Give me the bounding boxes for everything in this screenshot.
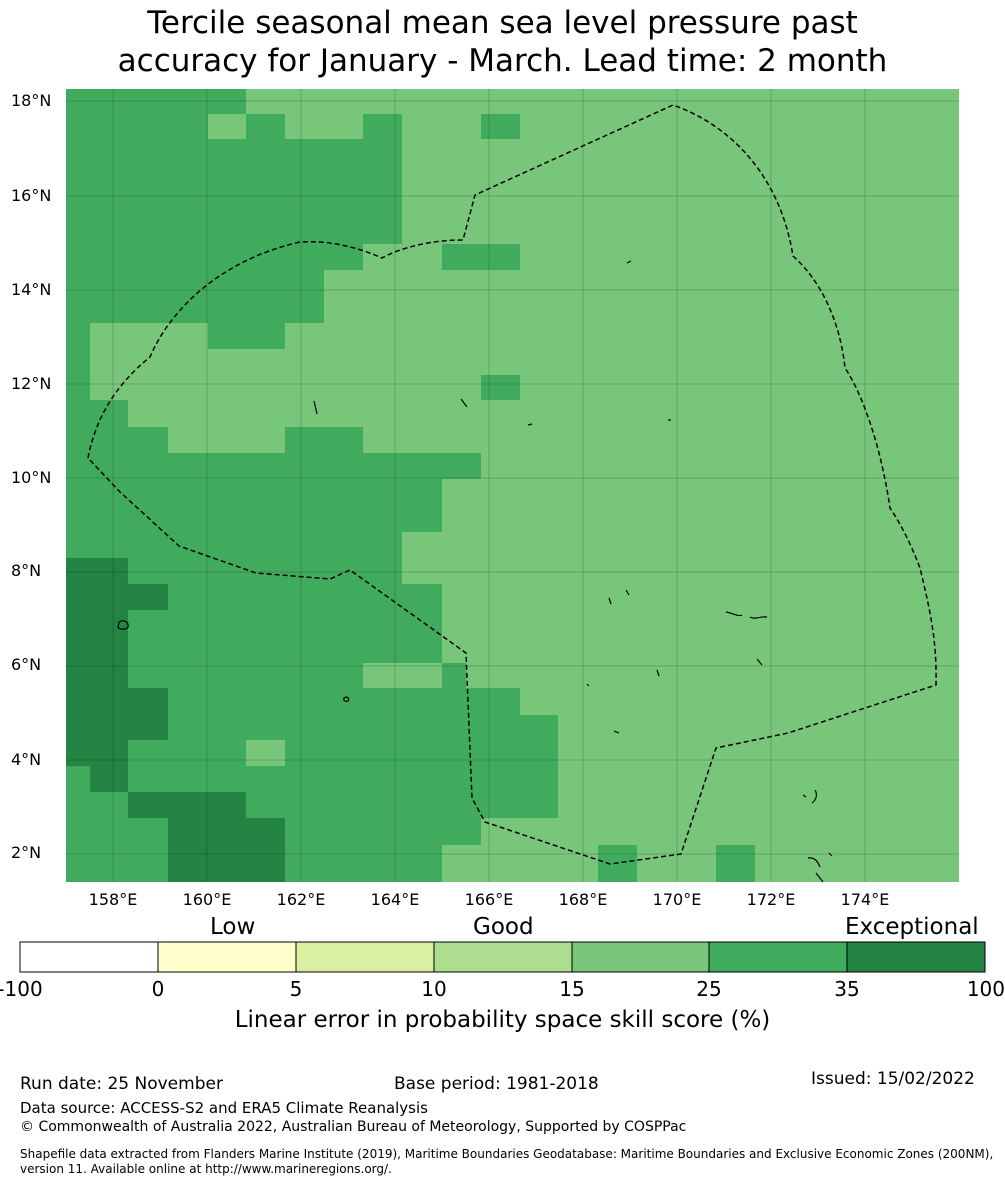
eez-boundary [87, 104, 937, 865]
lat-label-16n: 16°N [11, 186, 52, 205]
colorbar-tick-15: 15 [559, 977, 585, 1001]
lon-label-166e: 166°E [464, 890, 514, 909]
base-period: Base period: 1981-2018 [394, 1074, 599, 1094]
run-date: Run date: 25 November [20, 1074, 223, 1094]
lon-label-170e: 170°E [652, 890, 702, 909]
colorbar-tick-neg100: -100 [0, 977, 43, 1001]
colorbar-title: Linear error in probability space skill … [234, 1007, 771, 1033]
colorbar-tick-5: 5 [289, 977, 303, 1001]
lat-label-4n: 4°N [11, 750, 42, 769]
copyright: © Commonwealth of Australia 2022, Austra… [20, 1119, 687, 1135]
colorbar [19, 941, 986, 973]
colorbar-segment-35-100 [846, 941, 986, 973]
lat-label-8n: 8°N [11, 561, 42, 580]
legend-category-exceptional: Exceptional [845, 914, 979, 940]
lat-label-2n: 2°N [11, 843, 42, 862]
islands [117, 260, 833, 883]
lon-label-164e: 164°E [370, 890, 420, 909]
lon-label-174e: 174°E [840, 890, 890, 909]
lat-label-14n: 14°N [11, 280, 52, 299]
colorbar-tick-100: 100 [966, 977, 1005, 1001]
chart-title-line-2: accuracy for January - March. Lead time:… [117, 43, 888, 79]
data-source: Data source: ACCESS-S2 and ERA5 Climate … [20, 1099, 428, 1117]
colorbar-segment-5-10 [295, 941, 435, 973]
colorbar-tick-25: 25 [696, 977, 722, 1001]
legend-category-low: Low [210, 914, 256, 940]
lon-label-162e: 162°E [276, 890, 326, 909]
colorbar-segment-25-35 [708, 941, 848, 973]
lat-label-6n: 6°N [11, 655, 42, 674]
skill-cells-35-100 [66, 558, 285, 882]
colorbar-tick-10: 10 [421, 977, 447, 1001]
legend-category-good: Good [473, 914, 534, 940]
colorbar-tick-0: 0 [151, 977, 165, 1001]
chart-title-line-1: Tercile seasonal mean sea level pressure… [147, 5, 858, 41]
lon-label-168e: 168°E [558, 890, 608, 909]
shapefile-credit-line-2: version 11. Available online at http://w… [20, 1162, 392, 1176]
colorbar-segment-0-5 [157, 941, 297, 973]
lat-label-10n: 10°N [11, 468, 52, 487]
issued-date: Issued: 15/02/2022 [811, 1069, 975, 1089]
colorbar-tick-35: 35 [834, 977, 860, 1001]
colorbar-segment-10-15 [433, 941, 573, 973]
lon-label-160e: 160°E [182, 890, 232, 909]
colorbar-segment-15-25 [571, 941, 710, 973]
lon-label-158e: 158°E [88, 890, 138, 909]
lat-label-18n: 18°N [11, 91, 52, 110]
colorbar-segment-neg100-0 [19, 941, 159, 973]
lat-label-12n: 12°N [11, 374, 52, 393]
shapefile-credit-line-1: Shapefile data extracted from Flanders M… [20, 1147, 994, 1161]
skill-cells-25-35 [66, 89, 755, 882]
lon-label-172e: 172°E [746, 890, 796, 909]
